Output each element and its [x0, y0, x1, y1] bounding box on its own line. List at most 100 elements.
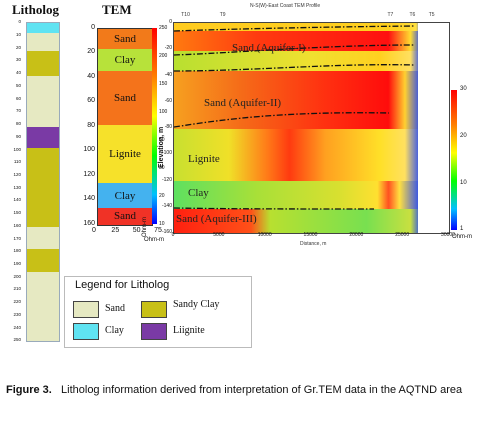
tem-x-tick: 0: [92, 227, 96, 234]
tem-title: TEM: [102, 2, 132, 17]
litholog-depth-tick: 50: [15, 82, 21, 88]
tem-y-tick: 20: [87, 48, 95, 56]
legend-swatch-clay: [73, 323, 99, 340]
left-colorbar-tick: 100: [159, 109, 168, 115]
legend-label-lignite: Liignite: [173, 325, 205, 336]
left-colorbar: [152, 28, 157, 224]
litholog-depth-tick: 250: [13, 337, 21, 343]
litholog-depth-tick: 180: [13, 248, 21, 254]
litholog-depth-tick: 70: [15, 108, 21, 114]
tem-y-tick: 160: [83, 219, 95, 227]
station-label: T9: [219, 12, 226, 18]
left-colorbar-tick: 200: [159, 53, 168, 59]
figure-caption: Figure 3. Litholog information derived f…: [6, 383, 496, 397]
left-colorbar-tick: 30: [159, 165, 165, 171]
litholog-layer: [27, 33, 59, 51]
litholog-layer: [27, 76, 59, 128]
station-labels: T10 T9 T7 T6 T5: [173, 12, 448, 20]
litholog-depth-tick: 10: [15, 32, 21, 38]
tem-layer-label: Sand: [114, 91, 136, 104]
profile-y-tick: -40: [164, 71, 172, 78]
profile-y-tick: -140: [161, 202, 172, 209]
profile-label-clay: Clay: [188, 187, 209, 199]
tem-column: Sand Clay Sand Lignite Clay Sand: [97, 28, 153, 226]
profile-xlabel: Distance, m: [300, 241, 327, 247]
tem-y-tick: 80: [87, 121, 95, 129]
tem-layer: Lignite: [98, 124, 152, 184]
legend-swatch-sandy-clay: [141, 301, 167, 318]
litholog-depth-tick: 230: [13, 311, 21, 317]
tem-y-tick: 0: [91, 23, 95, 31]
litholog-depth-tick: 140: [13, 197, 21, 203]
litholog-depth-tick: 200: [13, 273, 21, 279]
right-colorbar-unit: Ohm-m: [452, 234, 472, 240]
litholog-layer: [27, 147, 59, 227]
profile-x-tick: 30000: [441, 232, 455, 238]
tem-y-tick: 60: [87, 97, 95, 105]
tem-layer: Sand: [98, 70, 152, 125]
left-colorbar-tick: 10: [159, 221, 165, 227]
profile-image: [174, 23, 449, 233]
profile-y-tick: -160: [161, 229, 172, 235]
tem-y-tick: 120: [83, 170, 95, 178]
tem-layer: Clay: [98, 183, 152, 208]
litholog-column: [26, 22, 60, 342]
legend-label-clay: Clay: [105, 325, 124, 336]
tem-layer-label: Sand: [114, 32, 136, 45]
litholog-depth-tick: 80: [15, 121, 21, 127]
tem-layer: Clay: [98, 48, 152, 71]
profile-label-aquifer-3: Sand (Aquifer-III): [176, 213, 257, 225]
right-colorbar-tick: 20: [460, 133, 467, 140]
profile-x-tick: 0: [171, 232, 175, 238]
legend-title: Legend for Litholog: [75, 279, 170, 291]
caption-label: Figure 3.: [6, 384, 52, 396]
litholog-legend: Legend for Litholog Sand Sandy Clay Clay…: [64, 276, 252, 348]
tem-y-tick: 140: [83, 195, 95, 203]
tem-x-tick: 25: [111, 227, 120, 234]
profile-label-aquifer-1: Sand (Aquifer-I): [232, 42, 306, 54]
profile-y-tick: -20: [164, 45, 172, 52]
tem-layer: Sand: [98, 207, 152, 225]
litholog-depth-tick: 110: [13, 159, 21, 165]
left-colorbar-tick: 150: [159, 81, 168, 87]
profile-title: N-S(W)-East Coast TEM Profile: [250, 3, 321, 9]
profile-y-axis: 0 -20 -40 -60 -80 -100 -120 -140 -160: [159, 19, 173, 235]
litholog-depth-tick: 210: [13, 286, 21, 292]
profile-y-tick: -60: [164, 97, 172, 104]
legend-label-sandy-clay: Sandy Clay: [173, 299, 220, 310]
litholog-depth-tick: 160: [13, 222, 21, 228]
litholog-depth-tick: 220: [13, 299, 21, 305]
tem-layer: Sand: [98, 29, 152, 49]
litholog-layer: [27, 50, 59, 77]
caption-text: Litholog information derived from interp…: [61, 384, 463, 396]
profile-label-aquifer-2: Sand (Aquifer-II): [204, 97, 282, 109]
right-colorbar: [451, 90, 457, 230]
right-colorbar-ticks: 30 20 10 1: [459, 86, 473, 233]
litholog-depth-tick: 30: [15, 57, 21, 63]
profile-label-lignite: Lignite: [188, 153, 220, 165]
profile-x-tick: 5000: [213, 232, 225, 238]
litholog-depth-tick: 120: [13, 171, 21, 177]
litholog-depth-axis: 0 10 20 30 40 50 60 70 80 90 100 110 120 130 140 150 160…: [2, 19, 22, 343]
litholog-depth-tick: 20: [15, 44, 21, 50]
litholog-depth-tick: 90: [15, 133, 21, 139]
tem-x-axis: 0 25 50 75: [92, 227, 162, 237]
profile-y-tick: -100: [161, 150, 172, 157]
tem-y-tick: 100: [83, 146, 95, 154]
litholog-layer: [27, 249, 59, 273]
right-colorbar-tick: 1: [460, 226, 464, 233]
litholog-depth-tick: 150: [13, 210, 21, 216]
profile-y-tick: -80: [164, 124, 172, 130]
tem-layer-label: Sand: [114, 210, 136, 223]
litholog-depth-tick: 40: [15, 70, 21, 76]
tem-layer-label: Lignite: [109, 147, 141, 160]
litholog-depth-tick: 0: [18, 19, 21, 25]
profile-plot: Sand (Aquifer-I) Sand (Aquifer-II) Ligni…: [173, 22, 450, 234]
tem-x-tick: 50: [132, 227, 141, 234]
profile-x-tick: 20000: [349, 232, 364, 238]
profile-y-tick: 0: [169, 19, 172, 25]
tem-layer-label: Clay: [114, 53, 136, 66]
litholog-depth-tick: 130: [13, 184, 21, 190]
litholog-layer: [27, 127, 59, 148]
right-colorbar-tick: 30: [460, 86, 467, 93]
